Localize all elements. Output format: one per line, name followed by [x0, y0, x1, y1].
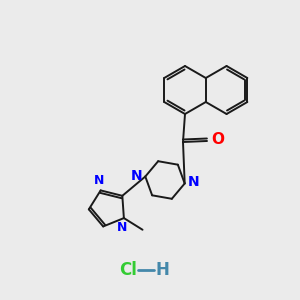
- Text: H: H: [155, 261, 169, 279]
- Text: N: N: [94, 174, 104, 188]
- Text: Cl: Cl: [119, 261, 137, 279]
- Text: N: N: [188, 176, 199, 190]
- Text: N: N: [117, 221, 127, 234]
- Text: O: O: [211, 133, 224, 148]
- Text: N: N: [131, 169, 142, 182]
